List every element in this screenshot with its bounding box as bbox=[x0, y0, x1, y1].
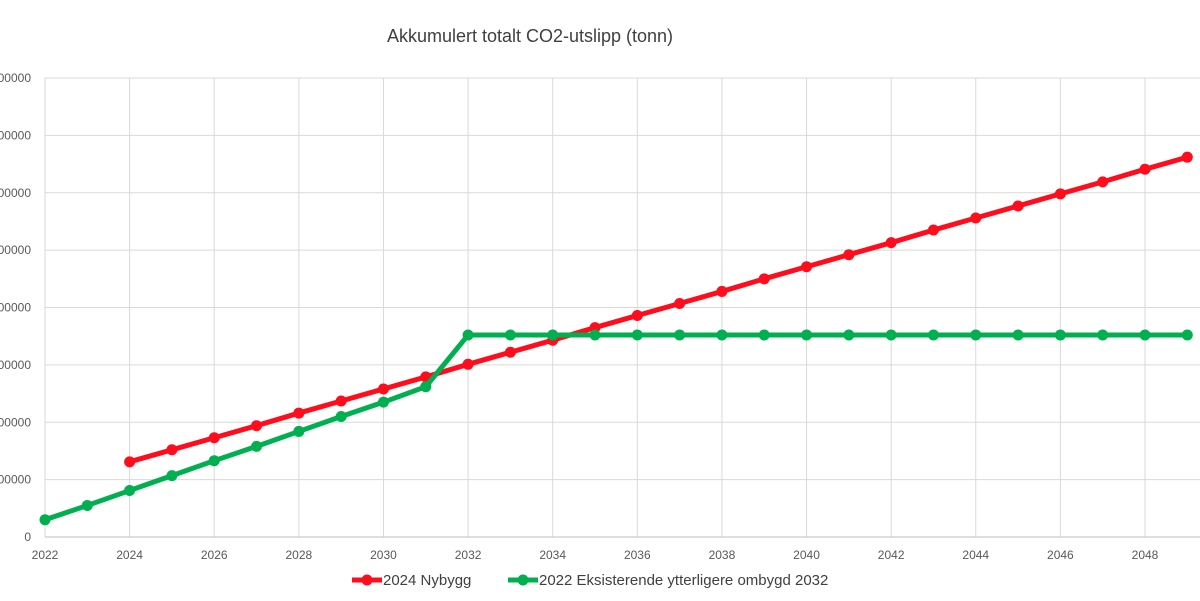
data-point bbox=[420, 381, 432, 393]
data-point bbox=[589, 329, 601, 341]
data-point bbox=[504, 346, 516, 358]
x-tick-label: 2038 bbox=[709, 548, 736, 562]
x-tick-label: 2048 bbox=[1132, 548, 1159, 562]
data-point bbox=[631, 310, 643, 322]
data-point bbox=[758, 329, 770, 341]
series-1 bbox=[39, 329, 1193, 526]
data-point bbox=[843, 249, 855, 261]
data-point bbox=[801, 261, 813, 273]
data-point bbox=[801, 329, 813, 341]
y-tick-label: 00000 bbox=[0, 358, 31, 372]
x-tick-label: 2026 bbox=[201, 548, 228, 562]
y-axis-labels: 0000000000000000000000000000000000000000… bbox=[0, 71, 31, 544]
x-tick-label: 2032 bbox=[455, 548, 482, 562]
data-point bbox=[504, 329, 516, 341]
series-line bbox=[44, 332, 1188, 523]
data-point bbox=[970, 212, 982, 224]
data-point bbox=[166, 470, 178, 482]
legend-label: 2024 Nybygg bbox=[383, 572, 471, 589]
data-point bbox=[1012, 200, 1024, 212]
chart-title: Akkumulert totalt CO2-utslipp (tonn) bbox=[387, 26, 673, 46]
data-point bbox=[377, 383, 389, 395]
y-tick-label: 00000 bbox=[0, 415, 31, 429]
data-point bbox=[843, 329, 855, 341]
data-point bbox=[885, 329, 897, 341]
y-tick-label: 0 bbox=[24, 530, 31, 544]
data-point bbox=[1139, 163, 1151, 175]
y-tick-label: 00000 bbox=[0, 473, 31, 487]
data-point bbox=[758, 273, 770, 285]
series-line bbox=[128, 154, 1188, 465]
x-tick-label: 2036 bbox=[624, 548, 651, 562]
x-tick-label: 2046 bbox=[1047, 548, 1074, 562]
data-point bbox=[716, 285, 728, 297]
data-point bbox=[1097, 329, 1109, 341]
x-tick-label: 2028 bbox=[285, 548, 312, 562]
data-point bbox=[208, 432, 220, 444]
data-point bbox=[124, 485, 136, 497]
legend-item-0[interactable]: 2024 Nybygg bbox=[352, 572, 471, 589]
data-point bbox=[716, 329, 728, 341]
data-point bbox=[81, 499, 93, 511]
data-point bbox=[674, 329, 686, 341]
grid bbox=[44, 77, 1200, 538]
data-point bbox=[251, 420, 263, 432]
y-tick-label: 00000 bbox=[0, 301, 31, 315]
data-point bbox=[1139, 329, 1151, 341]
data-point bbox=[335, 411, 347, 423]
data-point bbox=[1054, 329, 1066, 341]
x-tick-label: 2024 bbox=[116, 548, 143, 562]
x-tick-label: 2030 bbox=[370, 548, 397, 562]
data-point bbox=[1181, 329, 1193, 341]
y-tick-label: 00000 bbox=[0, 243, 31, 257]
data-point bbox=[208, 455, 220, 467]
data-point bbox=[335, 395, 347, 407]
data-point bbox=[631, 329, 643, 341]
y-tick-label: 00000 bbox=[0, 71, 31, 85]
data-point bbox=[547, 329, 559, 341]
data-point bbox=[39, 514, 51, 526]
data-point bbox=[1181, 151, 1193, 163]
legend-marker bbox=[361, 574, 373, 586]
x-axis-labels: 2022 2024 2026 2028 2030 2032 2034 2036 2038 2040… bbox=[32, 548, 1159, 562]
x-tick-label: 2042 bbox=[878, 548, 905, 562]
series-layer bbox=[39, 151, 1193, 526]
data-point bbox=[124, 456, 136, 468]
data-point bbox=[166, 444, 178, 456]
y-tick-label: 00000 bbox=[0, 128, 31, 142]
x-tick-label: 2040 bbox=[793, 548, 820, 562]
data-point bbox=[251, 440, 263, 452]
x-tick-label: 2022 bbox=[32, 548, 59, 562]
data-point bbox=[674, 297, 686, 309]
data-point bbox=[1097, 176, 1109, 188]
x-tick-label: 2034 bbox=[539, 548, 566, 562]
data-point bbox=[293, 407, 305, 419]
data-point bbox=[970, 329, 982, 341]
data-point bbox=[462, 358, 474, 370]
data-point bbox=[377, 396, 389, 408]
data-point bbox=[1012, 329, 1024, 341]
legend-label: 2022 Eksisterende ytterligere ombygd 203… bbox=[539, 572, 828, 589]
legend-item-1[interactable]: 2022 Eksisterende ytterligere ombygd 203… bbox=[508, 572, 828, 589]
data-point bbox=[927, 329, 939, 341]
data-point bbox=[1054, 188, 1066, 200]
x-tick-label: 2044 bbox=[962, 548, 989, 562]
data-point bbox=[462, 329, 474, 341]
legend-marker bbox=[517, 574, 529, 586]
series-0 bbox=[124, 151, 1193, 468]
data-point bbox=[927, 224, 939, 236]
data-point bbox=[293, 425, 305, 437]
legend[interactable]: 2024 Nybygg 2022 Eksisterende ytterligere… bbox=[352, 572, 828, 589]
y-tick-label: 00000 bbox=[0, 186, 31, 200]
data-point bbox=[885, 237, 897, 249]
